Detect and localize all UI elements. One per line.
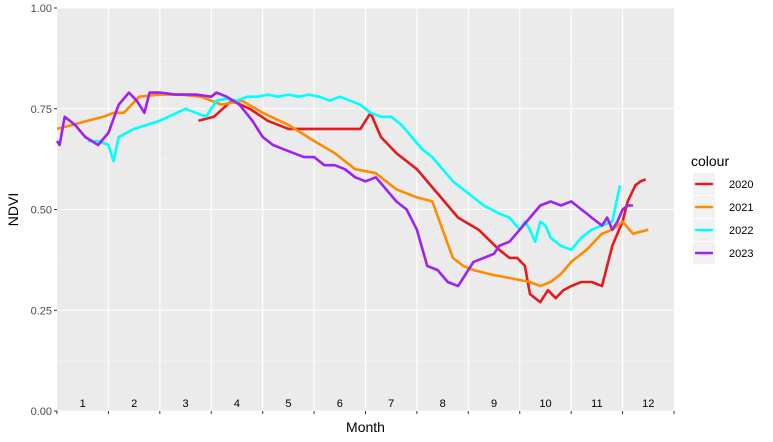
legend-label-2022: 2022 [729,225,753,237]
month-label: 6 [337,398,343,410]
x-axis [56,411,675,414]
grid-major [57,7,674,412]
month-label: 11 [591,398,602,410]
month-label: 9 [491,398,497,410]
legend-label-2020: 2020 [729,179,753,191]
y-tick-label: 1.00 [31,3,52,15]
series-line-2020 [198,99,647,304]
y-tick-label: 0.00 [31,406,52,418]
month-label: 10 [539,398,551,410]
y-axis-title: NDVI [5,193,21,226]
month-label: 3 [182,398,188,410]
y-tick-label: 0.25 [31,305,52,317]
series-line-2023 [55,91,633,288]
series-line-2022 [87,93,622,252]
month-label: 2 [131,398,137,410]
legend-title: colour [691,153,729,169]
y-axis: 0.00 0.25 0.50 0.75 1.00 [31,3,57,418]
month-label: 1 [80,398,86,410]
month-label: 8 [440,398,446,410]
month-labels: 1 2 3 4 5 6 7 8 9 10 11 12 [80,398,655,410]
month-label: 5 [285,398,291,410]
legend: colour 2020 2021 2022 2023 [691,153,753,264]
y-tick-label: 0.50 [31,205,52,217]
x-axis-title: Month [346,419,385,435]
y-tick-label: 0.75 [31,104,52,116]
month-label: 12 [642,398,654,410]
month-label: 7 [388,398,394,410]
series-lines [55,91,649,304]
series-line-2021 [56,93,649,288]
legend-label-2023: 2023 [729,248,753,260]
month-label: 4 [234,398,240,410]
legend-label-2021: 2021 [729,202,753,214]
